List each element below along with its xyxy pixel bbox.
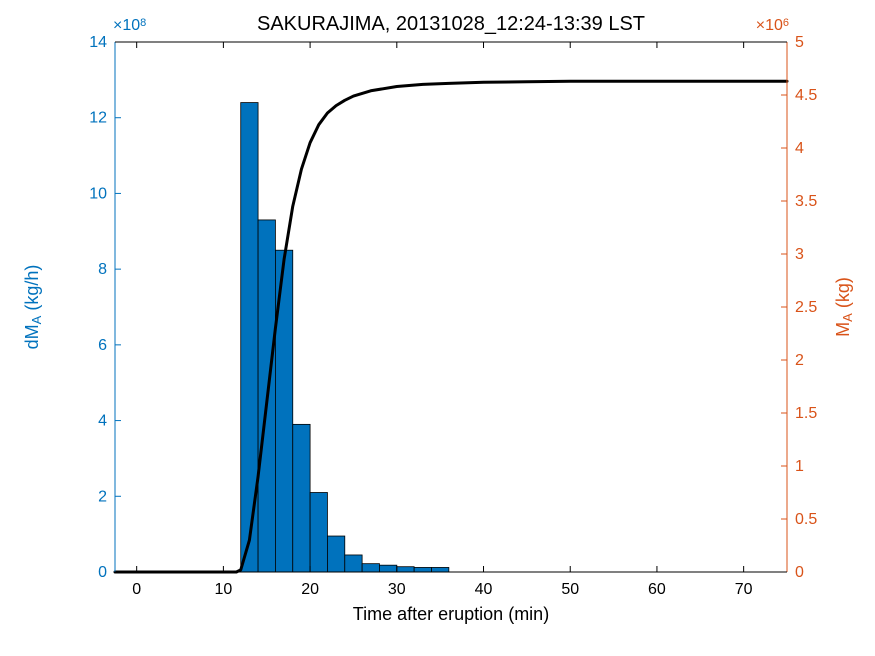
ytick-right-label: 3	[795, 246, 804, 263]
bar	[414, 567, 431, 572]
ytick-right-label: 0.5	[795, 511, 817, 528]
xtick-label: 60	[648, 581, 666, 598]
ytick-right-label: 2.5	[795, 299, 817, 316]
ytick-right-label: 0	[795, 564, 804, 581]
ytick-left-label: 12	[89, 110, 107, 127]
plot-area-bg	[115, 42, 787, 572]
ytick-right-label: 4	[795, 140, 804, 157]
ytick-right-label: 2	[795, 352, 804, 369]
y-axis-left-label: dMA (kg/h)	[22, 265, 44, 350]
ytick-right-label: 1	[795, 458, 804, 475]
ytick-left-label: 8	[98, 261, 107, 278]
xtick-label: 50	[561, 581, 579, 598]
bar	[397, 567, 414, 572]
ytick-right-label: 1.5	[795, 405, 817, 422]
bar	[379, 565, 396, 572]
xtick-label: 30	[388, 581, 406, 598]
bar	[293, 424, 310, 572]
ytick-right-label: 5	[795, 34, 804, 51]
bar	[327, 536, 344, 572]
bar	[310, 493, 327, 573]
xtick-label: 0	[132, 581, 141, 598]
ytick-left-label: 4	[98, 413, 107, 430]
xtick-label: 40	[475, 581, 493, 598]
ytick-right-label: 4.5	[795, 87, 817, 104]
bar	[345, 555, 362, 572]
chart-container: 0 10 20 30 40 50 60 70 0 2 4 6 8 10 12 14 0 0.5 1 1.5 2 2.5 3 3…	[0, 0, 875, 656]
ytick-left-label: 2	[98, 488, 107, 505]
x-axis-label: Time after eruption (min)	[353, 604, 549, 624]
bar	[362, 564, 379, 572]
xtick-label: 10	[214, 581, 232, 598]
ytick-left-label: 6	[98, 337, 107, 354]
chart-title: SAKURAJIMA, 20131028_12:24-13:39 LST	[257, 13, 645, 35]
y-axis-right-label: MA (kg)	[833, 277, 855, 337]
ytick-left-label: 10	[89, 185, 107, 202]
xtick-label: 70	[735, 581, 753, 598]
bar	[431, 567, 448, 572]
ytick-left-label: 14	[89, 34, 107, 51]
ytick-left-label: 0	[98, 564, 107, 581]
xtick-label: 20	[301, 581, 319, 598]
ytick-right-label: 3.5	[795, 193, 817, 210]
